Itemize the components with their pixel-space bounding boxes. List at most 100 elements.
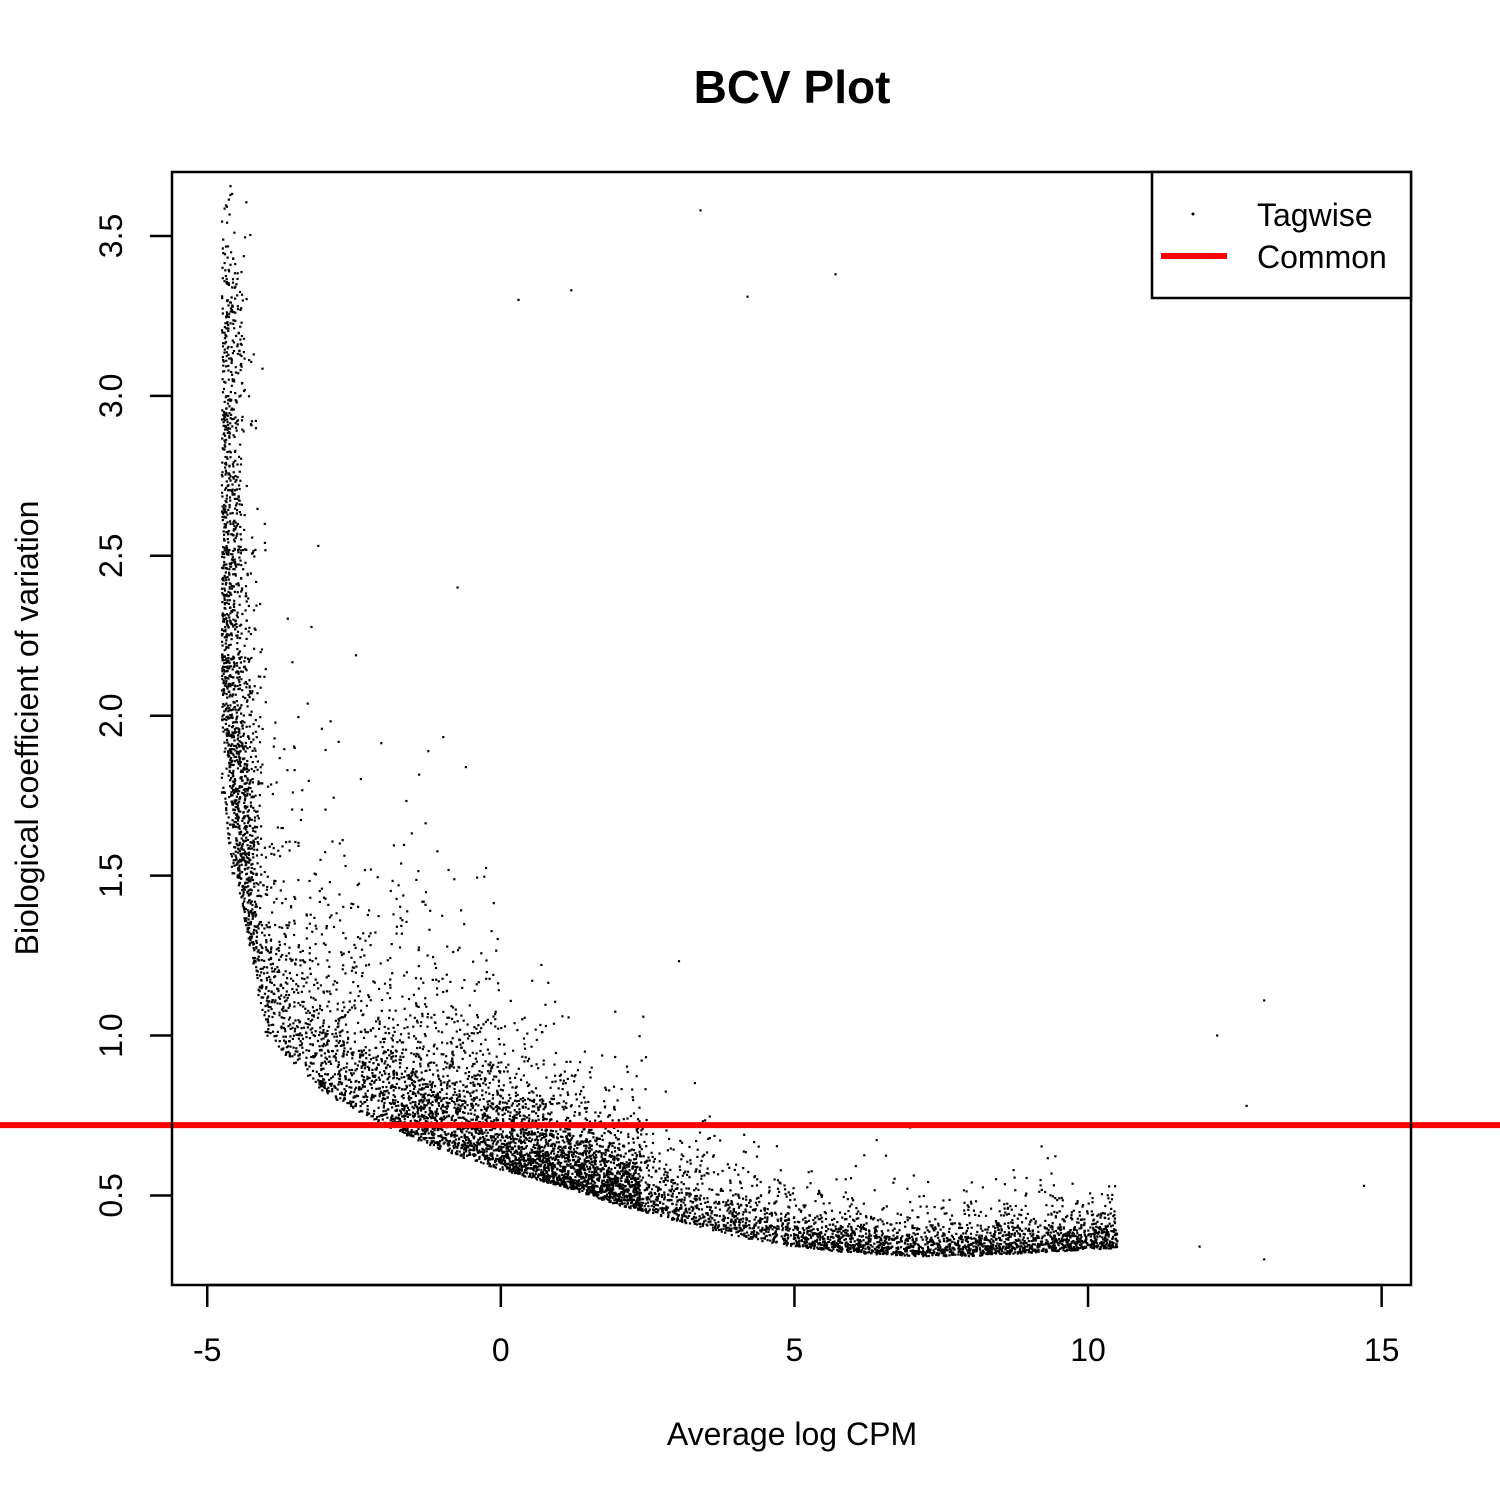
- tagwise-point: [683, 1198, 686, 1201]
- tagwise-point: [426, 1140, 429, 1143]
- tagwise-point: [327, 1050, 330, 1053]
- tagwise-point: [981, 1245, 985, 1248]
- tagwise-point: [229, 758, 232, 761]
- tagwise-point: [886, 1248, 889, 1251]
- tagwise-point: [221, 495, 224, 498]
- tagwise-point: [856, 1224, 859, 1228]
- tagwise-point: [583, 1150, 586, 1153]
- tagwise-point: [250, 889, 253, 892]
- tagwise-point: [451, 1141, 454, 1144]
- tagwise-point: [792, 1237, 795, 1240]
- tagwise-point: [327, 1025, 331, 1028]
- tagwise-point: [977, 1244, 980, 1247]
- tagwise-point: [635, 1161, 638, 1164]
- tagwise-point: [226, 827, 229, 830]
- tagwise-point: [352, 1096, 355, 1099]
- tagwise-point: [241, 612, 244, 616]
- tagwise-point: [624, 1172, 627, 1175]
- tagwise-point: [386, 1116, 389, 1119]
- tagwise-point: [1036, 1244, 1039, 1247]
- tagwise-point: [240, 855, 243, 858]
- tagwise-point: [523, 1060, 526, 1063]
- tagwise-point: [237, 678, 240, 681]
- tagwise-point: [230, 346, 233, 349]
- tagwise-point: [270, 886, 273, 889]
- tagwise-point: [1074, 1228, 1077, 1231]
- tagwise-point: [488, 1099, 491, 1103]
- tagwise-point: [870, 1234, 873, 1237]
- tagwise-point: [229, 693, 232, 696]
- tagwise-point: [523, 1118, 526, 1121]
- tagwise-point: [851, 1197, 854, 1200]
- tagwise-point: [648, 1184, 651, 1187]
- tagwise-point: [607, 1176, 610, 1179]
- tagwise-point: [1004, 1248, 1007, 1251]
- tagwise-point: [437, 1104, 441, 1107]
- tagwise-point: [476, 1016, 479, 1019]
- tagwise-point: [898, 1229, 901, 1232]
- tagwise-point: [243, 644, 246, 647]
- tagwise-point: [288, 1052, 291, 1055]
- tagwise-point: [571, 1172, 574, 1175]
- tagwise-point: [812, 1228, 815, 1231]
- tagwise-point: [238, 650, 241, 653]
- tagwise-point: [351, 1100, 354, 1104]
- tagwise-point: [225, 702, 228, 705]
- tagwise-point: [270, 852, 273, 855]
- tagwise-point: [243, 888, 246, 891]
- tagwise-point: [242, 788, 245, 791]
- tagwise-point: [344, 864, 347, 868]
- tagwise-point: [223, 428, 227, 431]
- tagwise-point: [726, 1209, 729, 1212]
- tagwise-point: [578, 1152, 581, 1155]
- tagwise-point: [694, 1195, 697, 1198]
- tagwise-point: [292, 1022, 295, 1025]
- tagwise-point: [524, 1154, 527, 1157]
- tagwise-point: [1016, 1239, 1019, 1242]
- tagwise-point: [224, 434, 227, 437]
- tagwise-point: [342, 1099, 345, 1102]
- tagwise-point: [234, 507, 237, 510]
- tagwise-point: [881, 1241, 884, 1244]
- tagwise-point: [418, 1118, 422, 1122]
- tagwise-point: [562, 1100, 565, 1103]
- tagwise-point: [873, 1247, 876, 1250]
- tagwise-point: [354, 971, 357, 974]
- tagwise-point: [242, 748, 245, 751]
- tagwise-point: [236, 636, 239, 639]
- tagwise-point: [259, 602, 262, 606]
- tagwise-point: [233, 327, 236, 330]
- tagwise-point: [440, 1082, 443, 1085]
- tagwise-point: [450, 1131, 454, 1134]
- tagwise-point: [818, 1192, 821, 1195]
- tagwise-point: [386, 1063, 389, 1066]
- tagwise-point: [655, 1185, 658, 1188]
- tagwise-point: [693, 1189, 696, 1192]
- tagwise-point: [339, 1092, 342, 1095]
- tagwise-point: [392, 1060, 395, 1063]
- tagwise-point: [463, 1136, 466, 1139]
- tagwise-point: [1087, 1202, 1090, 1205]
- tagwise-point: [221, 582, 224, 585]
- tagwise-point: [629, 1205, 632, 1208]
- tagwise-point: [344, 1013, 347, 1017]
- tagwise-point: [361, 1102, 364, 1105]
- tagwise-point: [350, 956, 353, 959]
- tagwise-point: [521, 1158, 524, 1161]
- tagwise-point: [451, 1051, 454, 1054]
- tagwise-point: [324, 1056, 327, 1059]
- tagwise-point: [605, 1193, 609, 1196]
- tagwise-point: [267, 995, 270, 998]
- tagwise-point: [320, 1064, 323, 1067]
- tagwise-point: [680, 1191, 683, 1194]
- tagwise-point: [542, 1108, 545, 1111]
- tagwise-point: [283, 932, 286, 935]
- tagwise-point: [399, 1033, 403, 1036]
- tagwise-point: [714, 1222, 717, 1225]
- tagwise-point: [378, 1093, 381, 1096]
- tagwise-point: [699, 1194, 702, 1197]
- tagwise-point: [249, 755, 253, 759]
- tagwise-point: [239, 338, 242, 341]
- tagwise-point: [424, 891, 428, 894]
- tagwise-point: [682, 1201, 685, 1204]
